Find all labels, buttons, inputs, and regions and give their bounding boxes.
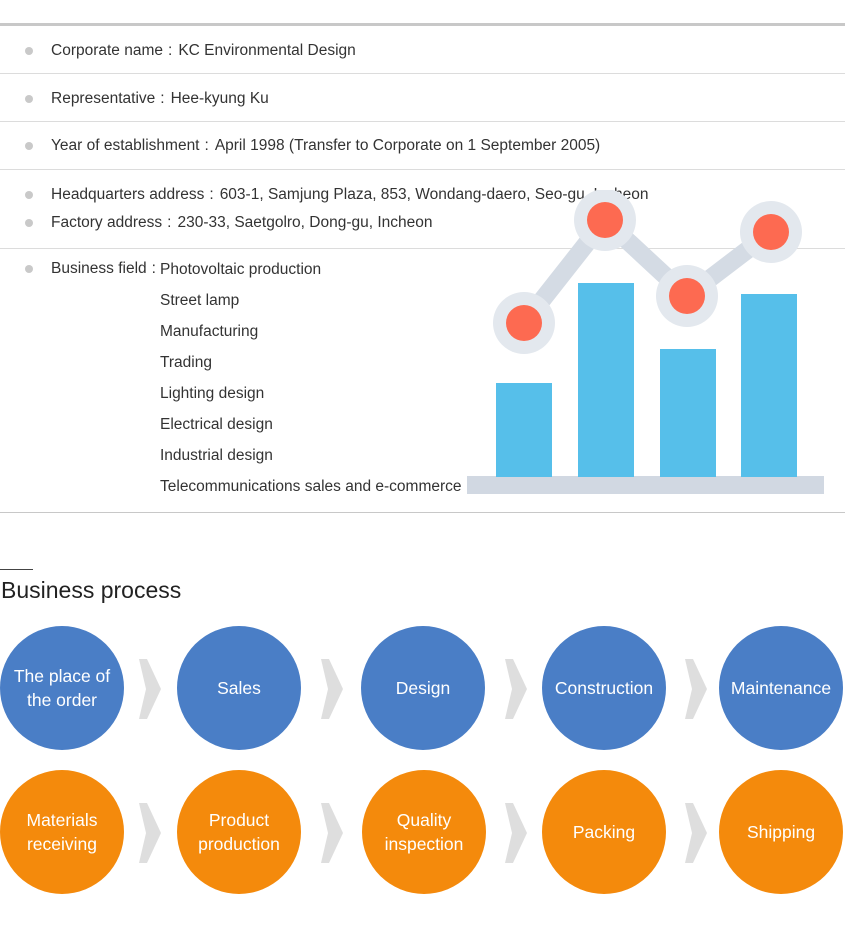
illustration-bar <box>660 349 716 477</box>
business-field-label: Business field: <box>51 260 156 277</box>
hq-address-text: Headquarters address:603-1, Samjung Plaz… <box>51 186 649 203</box>
section-title: Business process <box>1 577 182 603</box>
bullet-icon <box>25 142 33 150</box>
arrow-right-icon <box>139 803 161 863</box>
bullet-icon <box>25 219 33 227</box>
info-row-addresses: Headquarters address:603-1, Samjung Plaz… <box>0 170 845 249</box>
arrow-right-icon <box>321 803 343 863</box>
illustration-marker <box>587 202 623 238</box>
factory-address-text: Factory address:230-33, Saetgolro, Dong-… <box>51 214 433 231</box>
bar-chart-with-trend-line-icon <box>467 190 824 494</box>
illustration-marker <box>506 305 542 341</box>
arrow-right-icon <box>505 659 527 719</box>
illustration-bar <box>496 383 552 477</box>
business-field-item: Trading <box>160 354 212 371</box>
process-step-design: Design <box>361 626 485 750</box>
business-field-list: Photovoltaic production Street lamp Manu… <box>160 260 462 508</box>
representative-text: Representative: Hee-kyung Ku <box>51 90 269 107</box>
process-step-product-production: Product production <box>177 770 301 894</box>
illustration-bar <box>741 294 797 477</box>
process-step-place-of-order: The place of the order <box>0 626 124 750</box>
arrow-right-icon <box>321 659 343 719</box>
business-field-item: Electrical design <box>160 416 273 433</box>
section-title-rule <box>0 569 33 570</box>
illustration-base <box>467 476 824 494</box>
bullet-icon <box>25 47 33 55</box>
process-step-sales: Sales <box>177 626 301 750</box>
info-row-representative: Representative: Hee-kyung Ku <box>0 74 845 122</box>
illustration-bar <box>578 283 634 477</box>
business-field-item: Lighting design <box>160 385 265 402</box>
illustration-marker <box>753 214 789 250</box>
arrow-right-icon <box>505 803 527 863</box>
process-step-packing: Packing <box>542 770 666 894</box>
process-step-quality-inspection: Quality inspection <box>362 770 486 894</box>
illustration-trend-line <box>516 211 777 329</box>
process-step-maintenance: Maintenance <box>719 626 843 750</box>
business-field-item: Photovoltaic production <box>160 261 322 278</box>
bullet-icon <box>25 95 33 103</box>
business-field-item: Manufacturing <box>160 323 259 340</box>
process-step-construction: Construction <box>542 626 666 750</box>
business-field-item: Industrial design <box>160 447 273 464</box>
arrow-right-icon <box>685 803 707 863</box>
bullet-icon <box>25 191 33 199</box>
arrow-right-icon <box>685 659 707 719</box>
business-field-item: Street lamp <box>160 292 240 309</box>
bullet-icon <box>25 265 33 273</box>
info-row-corporate-name: Corporate name: KC Environmental Design <box>0 26 845 74</box>
info-row-establishment: Year of establishment: April 1998 (Transf… <box>0 122 845 170</box>
corporate-name-text: Corporate name: KC Environmental Design <box>51 42 356 59</box>
process-step-materials-receiving: Materials receiving <box>0 770 124 894</box>
info-row-business-field: Business field: <box>0 249 845 513</box>
top-divider <box>0 23 845 26</box>
process-step-shipping: Shipping <box>719 770 843 894</box>
illustration-marker <box>669 278 705 314</box>
establishment-text: Year of establishment: April 1998 (Transf… <box>51 137 601 154</box>
arrow-right-icon <box>139 659 161 719</box>
business-field-item: Telecommunications sales and e-commerce <box>160 478 462 495</box>
